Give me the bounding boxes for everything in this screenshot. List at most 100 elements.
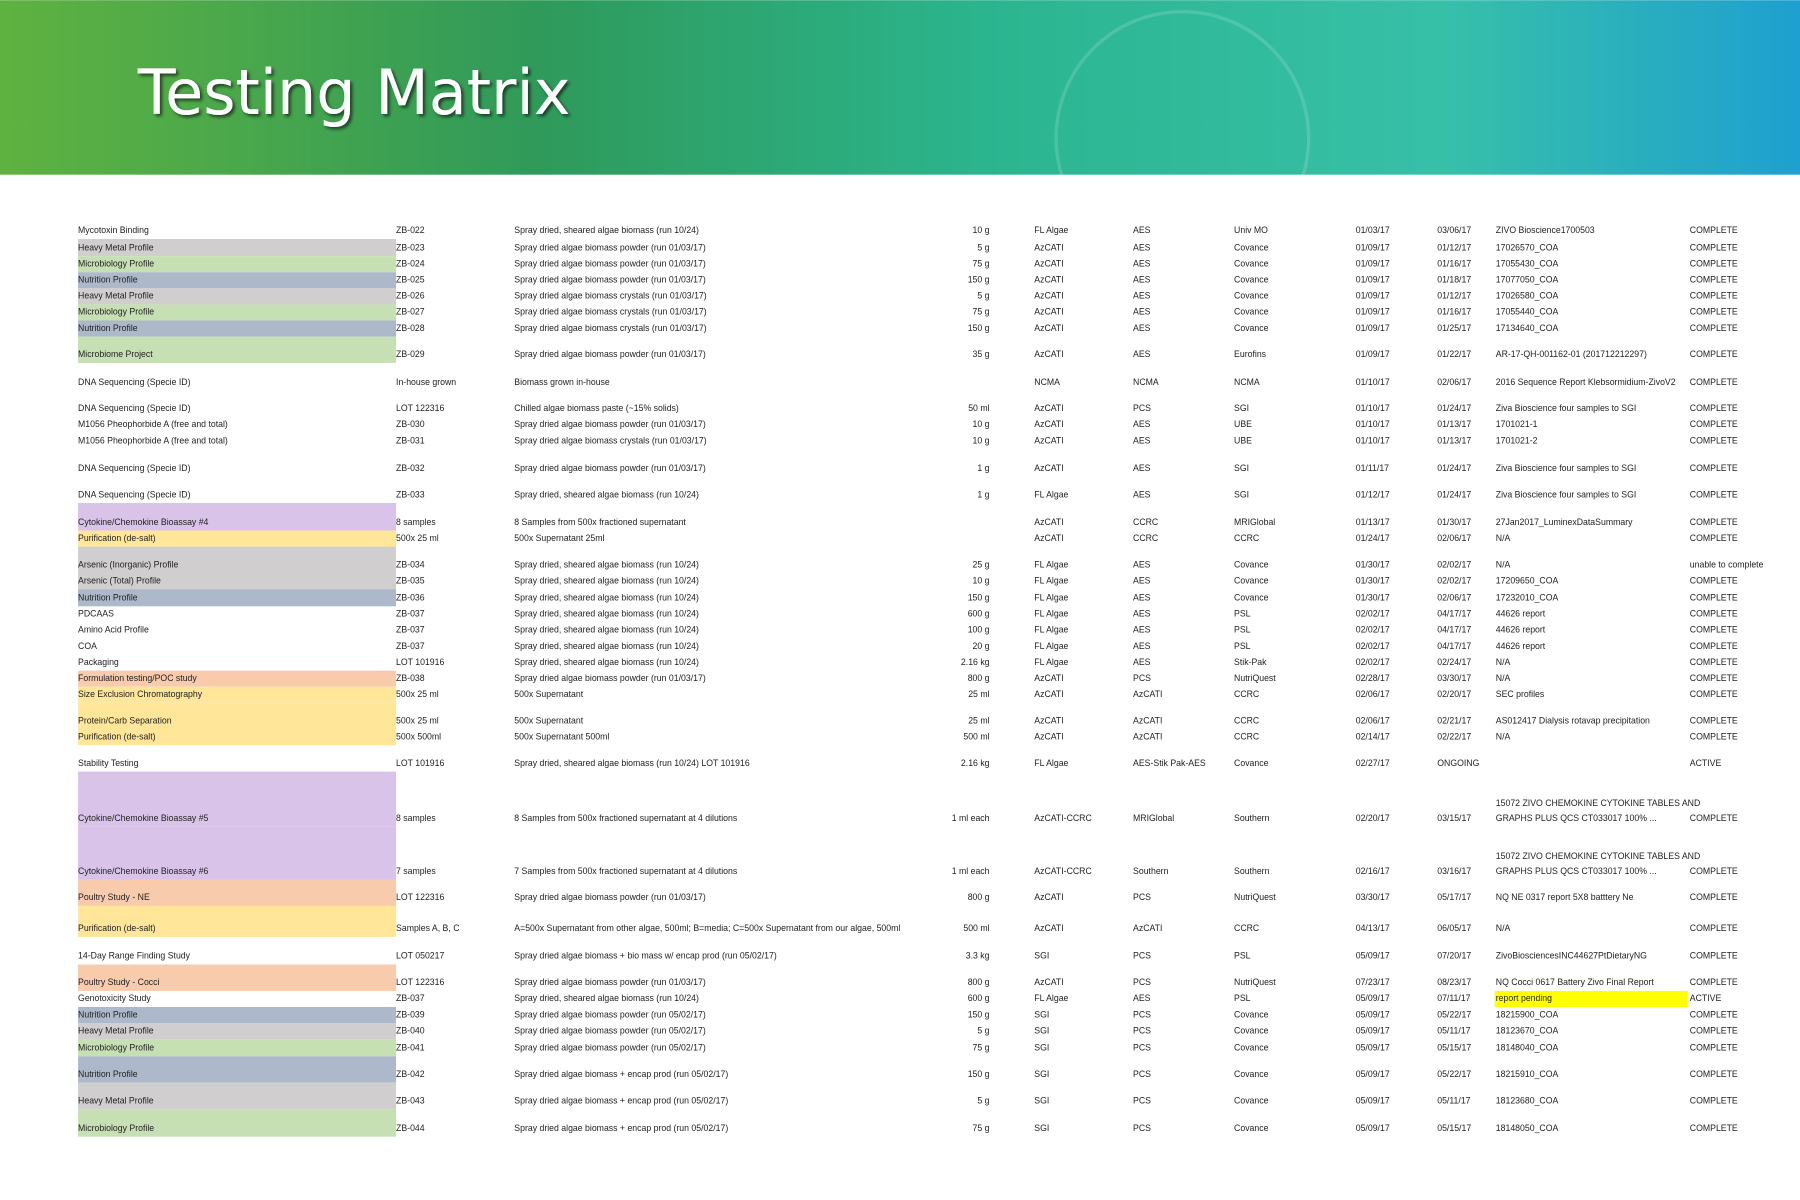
prep-lab: PCS	[1133, 673, 1151, 683]
sample-id: ZB-033	[396, 489, 425, 499]
row-color	[78, 336, 397, 363]
sample-description: Spray dried, sheared algae biomass (run …	[514, 641, 699, 651]
amount: 2.16 kg	[961, 758, 990, 768]
source: AzCATI	[1034, 275, 1063, 285]
test-lab: Covance	[1234, 242, 1269, 252]
sample-id: 500x 25 ml	[396, 533, 439, 543]
sample-description: Spray dried algae biomass powder (run 01…	[514, 242, 706, 252]
sample-description: Spray dried algae biomass + encap prod (…	[514, 1123, 728, 1133]
sample-id: ZB-028	[396, 323, 425, 333]
report-date: 01/16/17	[1437, 259, 1471, 269]
sample-description: 500x Supernatant	[514, 689, 583, 699]
sample-id: ZB-037	[396, 609, 425, 619]
report-date: 02/06/17	[1437, 533, 1471, 543]
sent-date: 01/11/17	[1356, 463, 1389, 473]
status: COMPLETE	[1690, 641, 1738, 651]
test-name: Protein/Carb Separation	[78, 715, 172, 725]
amount: 5 g	[977, 1095, 989, 1105]
source: FL Algae	[1034, 609, 1068, 619]
amount: 100 g	[968, 625, 990, 635]
report-date: 08/23/17	[1437, 977, 1471, 987]
sample-id: ZB-034	[396, 559, 425, 569]
test-lab: Covance	[1234, 307, 1269, 317]
test-name: Cytokine/Chemokine Bioassay #5	[78, 813, 209, 823]
sent-date: 02/16/17	[1356, 866, 1390, 876]
test-name: Nutrition Profile	[78, 1009, 138, 1019]
sent-date: 01/12/17	[1356, 489, 1390, 499]
prep-lab: AES	[1133, 593, 1151, 603]
report-date: 01/16/17	[1437, 307, 1471, 317]
source: FL Algae	[1034, 575, 1068, 585]
amount: 10 g	[973, 225, 990, 235]
amount: 5 g	[977, 1025, 989, 1035]
prep-lab: AES	[1133, 349, 1151, 359]
status: COMPLETE	[1690, 657, 1738, 667]
test-lab: NutriQuest	[1234, 977, 1276, 987]
report-name: 17232010_COA	[1496, 593, 1559, 603]
sent-date: 01/10/17	[1356, 377, 1390, 387]
status: COMPLETE	[1690, 463, 1738, 473]
report-name: 2016 Sequence Report Klebsormidium-ZivoV…	[1496, 377, 1676, 387]
status: unable to complete	[1690, 559, 1764, 569]
row-color	[78, 1039, 397, 1057]
row-color	[78, 1056, 397, 1083]
amount: 5 g	[977, 291, 989, 301]
row-color	[78, 702, 397, 730]
sent-date: 02/02/17	[1356, 625, 1390, 635]
test-name: Cytokine/Chemokine Bioassay #4	[78, 517, 209, 527]
sample-description: Spray dried, sheared algae biomass (run …	[514, 593, 699, 603]
report-date: 05/22/17	[1437, 1009, 1471, 1019]
sample-description: Spray dried, sheared algae biomass (run …	[514, 609, 699, 619]
test-name: 14-Day Range Finding Study	[78, 951, 191, 961]
status: COMPLETE	[1690, 1043, 1738, 1053]
test-lab: Covance	[1234, 1043, 1269, 1053]
report-date: 03/15/17	[1437, 813, 1471, 823]
sample-id: ZB-022	[396, 225, 425, 235]
report-name: 27Jan2017_LuminexDataSummary	[1496, 517, 1633, 527]
test-lab: CCRC	[1234, 689, 1259, 699]
status: COMPLETE	[1690, 866, 1738, 876]
row-color	[78, 771, 397, 827]
row-color	[78, 729, 397, 746]
sent-date: 01/09/17	[1356, 291, 1390, 301]
report-date: 02/02/17	[1437, 559, 1471, 569]
sample-description: Spray dried algae biomass powder (run 01…	[514, 673, 706, 683]
sample-description: 500x Supernatant	[514, 715, 583, 725]
sample-id: ZB-025	[396, 275, 425, 285]
test-lab: Covance	[1234, 559, 1269, 569]
sample-id: 8 samples	[396, 813, 436, 823]
report-date: 06/05/17	[1437, 923, 1471, 933]
sample-description: Spray dried, sheared algae biomass (run …	[514, 758, 750, 768]
sent-date: 01/09/17	[1356, 259, 1390, 269]
prep-lab: AES	[1133, 259, 1151, 269]
row-color	[78, 670, 397, 687]
sent-date: 01/30/17	[1356, 593, 1390, 603]
test-name: Arsenic (Inorganic) Profile	[78, 559, 178, 569]
test-name: Nutrition Profile	[78, 1069, 138, 1079]
sample-id: ZB-037	[396, 993, 425, 1003]
source: AzCATI	[1034, 533, 1063, 543]
report-name: 44626 report	[1496, 609, 1546, 619]
amount: 75 g	[973, 307, 990, 317]
amount: 75 g	[973, 1043, 990, 1053]
amount: 150 g	[968, 323, 990, 333]
source: AzCATI-CCRC	[1034, 813, 1091, 823]
sample-description: Spray dried algae biomass powder (run 01…	[514, 892, 706, 902]
report-name: GRAPHS PLUS QCS CT033017 100% ...	[1496, 866, 1657, 876]
sample-description: Spray dried algae biomass powder (run 01…	[514, 349, 706, 359]
test-name: Stability Testing	[78, 758, 139, 768]
prep-lab: CCRC	[1133, 517, 1158, 527]
sample-description: Spray dried algae biomass powder (run 05…	[514, 1009, 706, 1019]
source: SGI	[1034, 1069, 1049, 1079]
table: Mycotoxin Binding ZB-022 Spray dried, shea…	[78, 225, 1764, 1137]
amount: 600 g	[968, 993, 990, 1003]
report-date: 05/22/17	[1437, 1069, 1471, 1079]
report-name: 1701021-2	[1496, 435, 1538, 445]
sample-description: Spray dried algae biomass + encap prod (…	[514, 1095, 728, 1105]
sample-id: ZB-042	[396, 1069, 425, 1079]
sent-date: 05/09/17	[1356, 1123, 1390, 1133]
sent-date: 01/09/17	[1356, 307, 1390, 317]
status: COMPLETE	[1690, 291, 1738, 301]
prep-lab: AES	[1133, 435, 1151, 445]
test-lab: Covance	[1234, 323, 1269, 333]
